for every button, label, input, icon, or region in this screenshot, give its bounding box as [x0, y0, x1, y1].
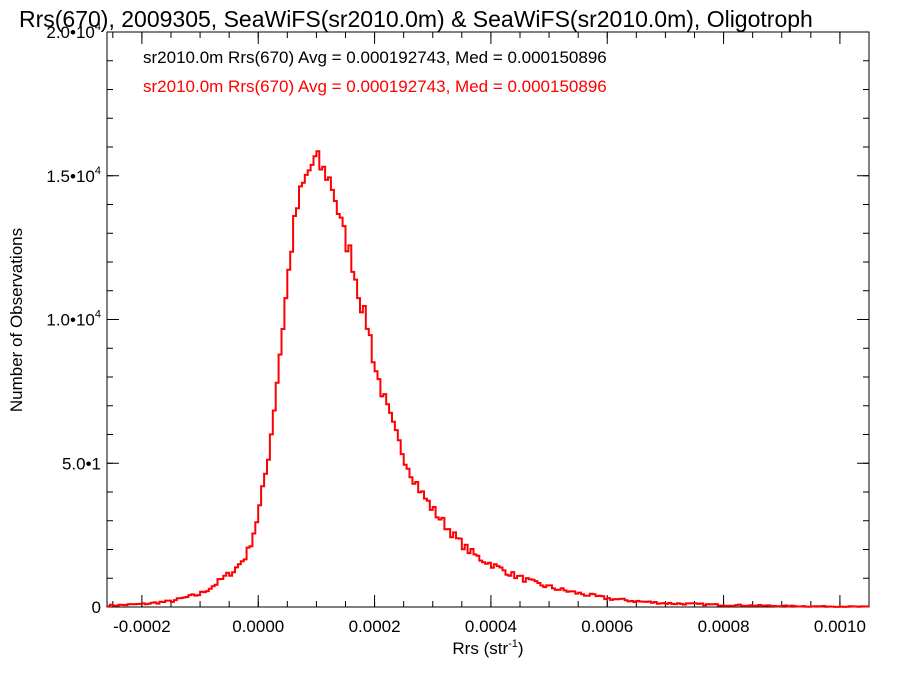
chart-title: Rrs(670), 2009305, SeaWiFS(sr2010.0m) & …	[19, 6, 813, 32]
x-tick-label: 0.0010	[814, 617, 866, 636]
plot-frame	[106, 31, 870, 608]
x-tick-label: 0.0008	[698, 617, 750, 636]
x-tick-label: 0.0006	[581, 617, 633, 636]
legend-entry-red: sr2010.0m Rrs(670) Avg = 0.000192743, Me…	[143, 77, 607, 96]
y-tick-label: 2.0•104	[46, 21, 101, 42]
y-axis-label: Number of Observations	[7, 228, 26, 412]
y-tick-label: 1.0•104	[46, 309, 101, 330]
x-tick-label: 0.0002	[349, 617, 401, 636]
x-axis: -0.0002 0.0000 0.0002 0.0004 0.0006 0.0008 0.0…	[112, 32, 866, 636]
histogram-series-line	[107, 150, 869, 608]
x-axis-label-end: )	[518, 639, 524, 658]
y-axis: 0 5.0•1 1.0•104 1.5•104 2.0•104	[46, 21, 869, 617]
x-tick-label: -0.0002	[113, 617, 171, 636]
legend-entry-black: sr2010.0m Rrs(670) Avg = 0.000192743, Me…	[143, 48, 607, 67]
y-tick-label: 5.0•1	[62, 454, 101, 473]
x-axis-label: Rrs (str-1)	[452, 638, 523, 658]
x-axis-label-main: Rrs (str	[452, 639, 508, 658]
x-tick-label: 0.0004	[465, 617, 517, 636]
y-tick-label: 0	[92, 598, 101, 617]
y-tick-label: 1.5•104	[46, 165, 101, 186]
x-tick-label: 0.0000	[232, 617, 284, 636]
x-axis-label-sup: -1	[508, 638, 518, 650]
